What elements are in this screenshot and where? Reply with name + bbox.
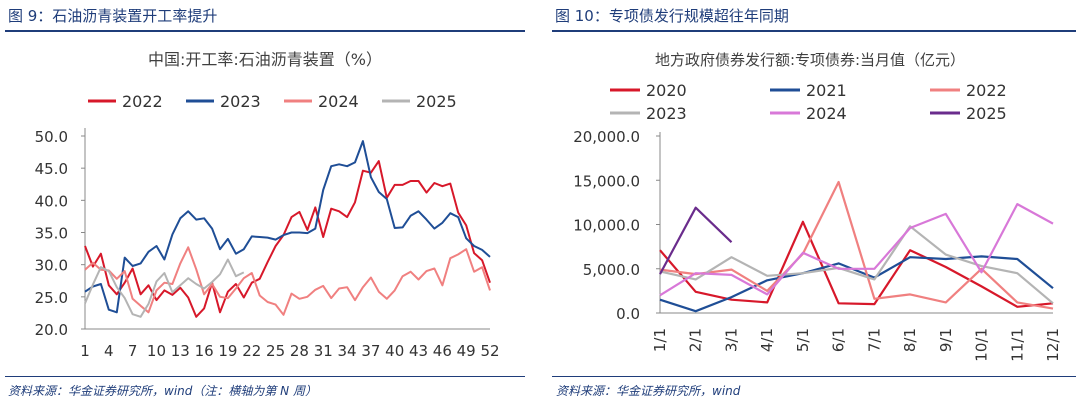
x-tick-label: 11/1 (1008, 328, 1026, 362)
y-tick-label: 15,000.0 (573, 172, 640, 190)
legend-label-2024: 2024 (806, 104, 847, 123)
x-tick-label: 28 (290, 342, 309, 360)
legend-label-2022: 2022 (966, 81, 1007, 100)
legend-label-2020: 2020 (646, 81, 687, 100)
x-tick-label: 5/1 (794, 328, 812, 352)
series-line-2024 (659, 203, 1054, 297)
right-figure-header: 图 10：专项债发行规模超往年同期 (552, 0, 1076, 32)
asphalt-utilization-chart: 中国:开工率:石油沥青装置（%） 2022 2023 2024 2025 20.0 25.0… (35, 50, 500, 360)
right-source-note: 资料来源：华金证券研究所，wind (556, 384, 741, 398)
x-tick-label: 13 (171, 342, 190, 360)
x-tick-label: 9/1 (937, 328, 955, 352)
x-tick-label: 43 (409, 342, 428, 360)
legend-label-2022: 2022 (122, 92, 163, 111)
x-tick-label: 31 (314, 342, 333, 360)
left-footer-rule (5, 376, 525, 377)
right-figure-label: 图 10：专项债发行规模超往年同期 (555, 7, 789, 25)
left-figure-label: 图 9：石油沥青装置开工率提升 (8, 7, 218, 25)
x-tick-label: 1 (80, 342, 90, 360)
x-tick-label: 40 (385, 342, 404, 360)
y-tick-label: 50.0 (35, 128, 68, 146)
x-tick-label: 10 (147, 342, 166, 360)
x-tick-label: 4 (104, 342, 114, 360)
y-tick-label: 20,000.0 (573, 128, 640, 146)
series-line-2025 (659, 206, 733, 275)
x-tick-label: 12/1 (1044, 328, 1062, 362)
series-line-2023 (659, 225, 1054, 305)
y-tick-label: 35.0 (35, 225, 68, 243)
x-tick-label: 10/1 (973, 328, 991, 362)
x-tick-label: 6/1 (830, 328, 848, 352)
y-tick-label: 25.0 (35, 289, 68, 307)
series-line-2022 (84, 160, 491, 318)
y-tick-label: 20.0 (35, 321, 68, 339)
legend-label-2021: 2021 (806, 81, 847, 100)
x-tick-label: 46 (433, 342, 452, 360)
x-tick-label: 19 (218, 342, 237, 360)
left-source-note: 资料来源：华金证券研究所，wind（注：横轴为第 N 周） (8, 384, 317, 398)
legend-label-2025: 2025 (416, 92, 457, 111)
x-tick-label: 16 (195, 342, 214, 360)
legend-label-2023: 2023 (646, 104, 687, 123)
x-tick-label: 52 (480, 342, 499, 360)
y-tick-label: 40.0 (35, 192, 68, 210)
right-footer-rule (552, 376, 1076, 377)
x-tick-label: 22 (242, 342, 261, 360)
y-tick-label: 5,000.0 (583, 261, 640, 279)
series-line-2024 (84, 246, 491, 316)
x-tick-label: 8/1 (901, 328, 919, 352)
legend-label-2025: 2025 (966, 104, 1007, 123)
y-tick-label: 10,000.0 (573, 217, 640, 235)
x-tick-label: 25 (266, 342, 285, 360)
legend-label-2024: 2024 (318, 92, 359, 111)
series-line-2023 (84, 140, 491, 314)
x-tick-label: 37 (361, 342, 380, 360)
x-tick-label: 1/1 (651, 328, 669, 352)
x-tick-label: 3/1 (722, 328, 740, 352)
series-line-2022 (659, 180, 1054, 310)
special-bond-issuance-chart: 地方政府债券发行额:专项债券:当月值（亿元） 2020 2021 2022 2023 20… (573, 51, 1062, 362)
x-tick-label: 7 (128, 342, 138, 360)
chart-title: 中国:开工率:石油沥青装置（%） (148, 50, 382, 69)
x-tick-label: 2/1 (687, 328, 705, 352)
x-tick-label: 7/1 (865, 328, 883, 352)
y-tick-label: 45.0 (35, 160, 68, 178)
y-tick-label: 0.0 (616, 305, 640, 323)
series-line-2021 (659, 255, 1054, 313)
x-tick-label: 4/1 (758, 328, 776, 352)
x-tick-label: 34 (338, 342, 357, 360)
chart-title: 地方政府债券发行额:专项债券:当月值（亿元） (655, 51, 965, 69)
x-tick-label: 49 (457, 342, 476, 360)
legend-label-2023: 2023 (220, 92, 261, 111)
y-tick-label: 30.0 (35, 257, 68, 275)
left-figure-header: 图 9：石油沥青装置开工率提升 (5, 0, 525, 32)
series-line-2025 (84, 258, 245, 318)
